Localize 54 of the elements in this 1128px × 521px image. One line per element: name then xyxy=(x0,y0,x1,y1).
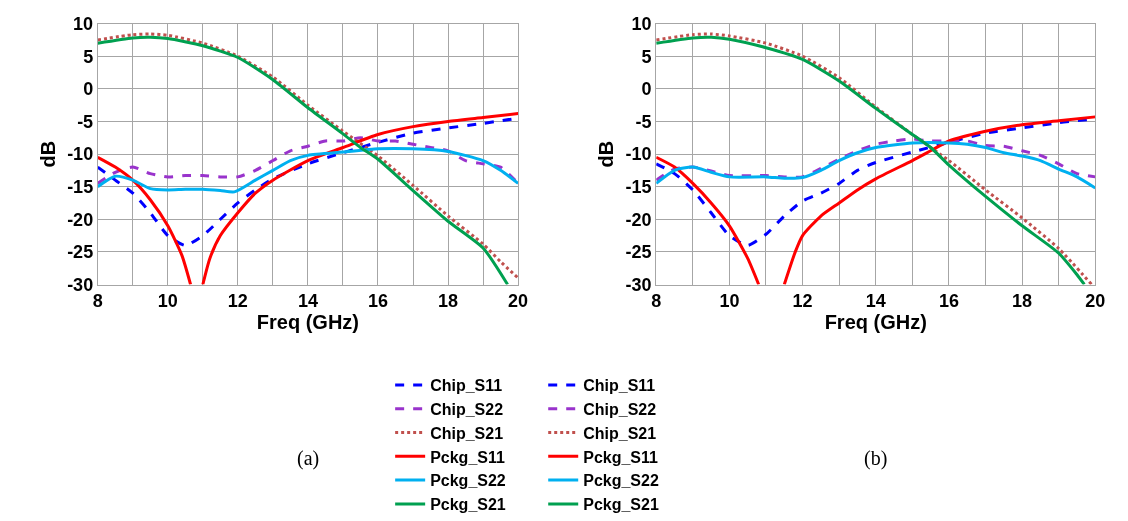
line-series xyxy=(656,141,1096,190)
x-tick-label: 14 xyxy=(297,291,318,312)
y-tick-label: -10 xyxy=(67,144,94,165)
y-tick-label: -30 xyxy=(67,274,94,295)
x-tick-label: 8 xyxy=(651,291,662,312)
legend-label: Pckg_S21 xyxy=(583,496,659,514)
legend-label: Chip_S22 xyxy=(583,400,657,418)
y-tick-label: -5 xyxy=(77,111,94,132)
legend-label: Pckg_S11 xyxy=(430,448,505,466)
x-tick-label: 12 xyxy=(792,291,813,312)
legend-label: Pckg_S11 xyxy=(583,448,659,466)
text: (b) xyxy=(864,447,888,470)
y-axis-title: dB xyxy=(595,140,618,168)
legend-label: Chip_S21 xyxy=(430,424,504,442)
legend-label: Chip_S21 xyxy=(583,424,657,442)
y-tick-label: -15 xyxy=(625,176,652,197)
legend-label: Chip_S11 xyxy=(583,377,656,395)
x-axis-title: Freq (GHz) xyxy=(256,311,360,334)
x-tick-label: 20 xyxy=(1085,291,1106,312)
line-series xyxy=(656,137,1096,182)
y-tick-label: 0 xyxy=(641,79,652,100)
y-tick-label: 0 xyxy=(83,79,94,100)
x-axis-title: Freq (GHz) xyxy=(824,311,927,334)
x-tick-label: 8 xyxy=(92,291,103,312)
y-tick-label: 5 xyxy=(83,46,94,67)
legend-label: Pckg_S22 xyxy=(430,472,506,490)
y-tick-label: -20 xyxy=(67,209,94,230)
y-tick-label: -25 xyxy=(67,242,94,263)
y-tick-label: 5 xyxy=(641,46,652,67)
x-tick-label: 12 xyxy=(227,291,248,312)
y-tick-label: -15 xyxy=(67,176,94,197)
x-tick-label: 18 xyxy=(438,291,459,312)
y-tick-label: -30 xyxy=(625,274,652,295)
x-tick-label: 18 xyxy=(1012,291,1033,312)
x-tick-label: 16 xyxy=(938,291,959,312)
x-tick-label: 20 xyxy=(508,291,529,312)
legend-label: Chip_S22 xyxy=(430,400,504,418)
legend-label: Pckg_S22 xyxy=(583,472,659,490)
text: (a) xyxy=(297,447,320,470)
y-tick-label: 10 xyxy=(73,13,94,34)
x-tick-label: 10 xyxy=(719,291,740,312)
legend-label: Chip_S11 xyxy=(430,377,503,395)
line-series xyxy=(97,136,519,185)
legend-label: Pckg_S21 xyxy=(430,496,506,514)
y-tick-label: -20 xyxy=(625,209,652,230)
y-tick-label: -25 xyxy=(625,242,652,263)
x-tick-label: 14 xyxy=(865,291,886,312)
y-axis-title: dB xyxy=(36,140,59,168)
x-tick-label: 10 xyxy=(157,291,178,312)
y-tick-label: 10 xyxy=(631,13,652,34)
y-tick-label: -5 xyxy=(635,111,652,132)
y-tick-label: -10 xyxy=(625,144,652,165)
line-series xyxy=(97,147,519,194)
x-tick-label: 16 xyxy=(367,291,388,312)
